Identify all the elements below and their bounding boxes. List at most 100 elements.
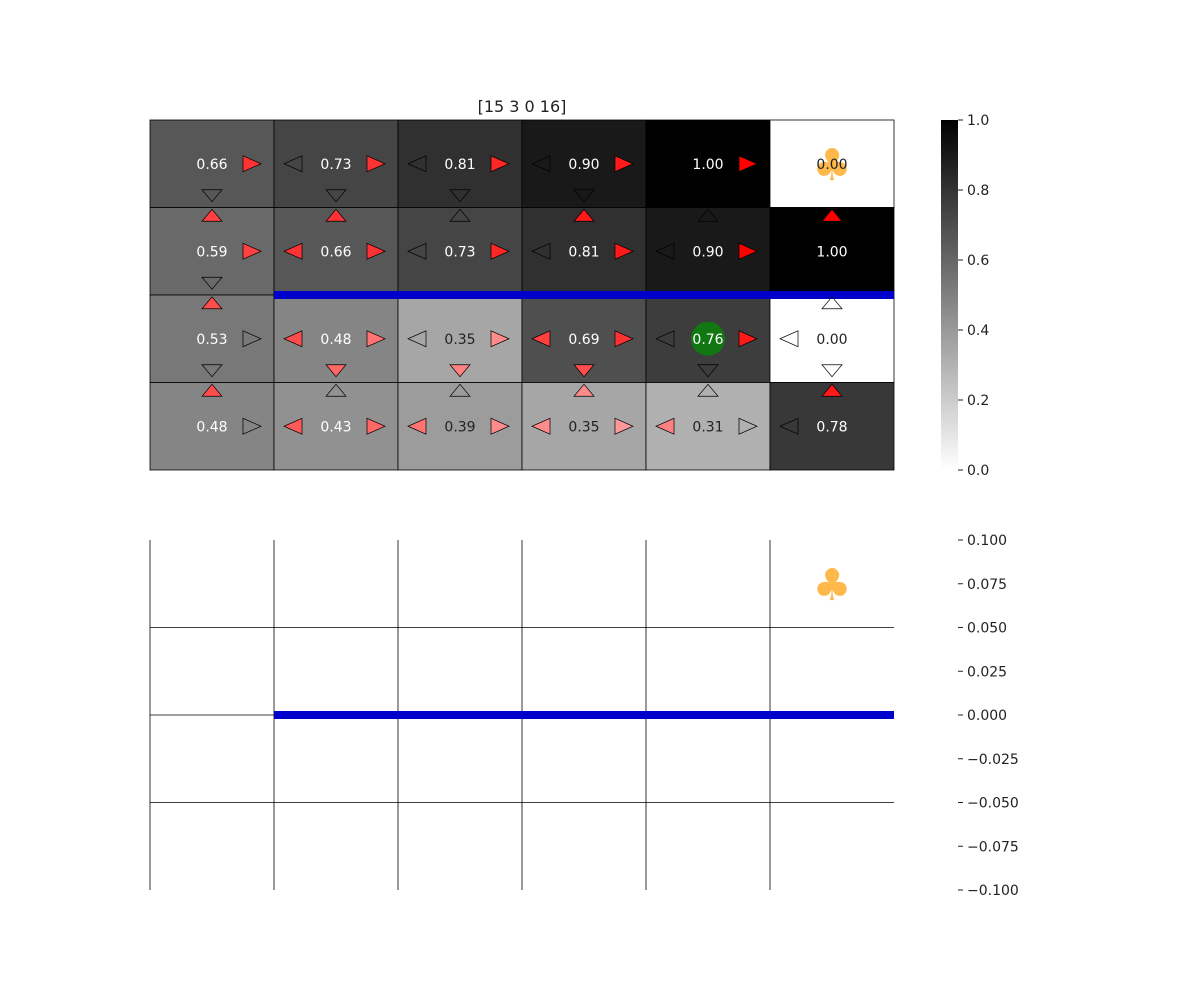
arrow-down-r2-c0: [201, 364, 223, 378]
colorbar-tick-label: −0.025: [967, 752, 1019, 768]
value-label-r3-c2: 0.39: [444, 419, 475, 435]
arrow-left-r3-c1: [283, 417, 303, 435]
colorbar-tick-label: 0.6: [967, 253, 989, 269]
value-label-r2-c1: 0.48: [320, 332, 351, 348]
arrow-right-r0-c1: [366, 155, 386, 173]
arrow-left-r2-c3: [531, 330, 551, 348]
arrow-down-r0-c0: [201, 189, 223, 203]
cell-r2-c0: [149, 294, 275, 383]
colorbar-tick-label: 0.075: [967, 577, 1007, 593]
arrow-right-r2-c4: [738, 330, 758, 348]
arrow-left-r1-c1: [283, 242, 303, 260]
arrow-right-r1-c4: [738, 242, 758, 260]
arrow-up-r3-c5: [821, 383, 843, 397]
colorbar-tick-label: −0.050: [967, 796, 1019, 812]
arrow-down-r2-c1: [325, 364, 347, 378]
value-label-r0-c1: 0.73: [320, 157, 351, 173]
arrow-right-r0-c4: [738, 155, 758, 173]
arrow-right-r1-c1: [366, 242, 386, 260]
arrow-up-r1-c3: [573, 208, 595, 222]
arrow-up-r3-c3: [573, 383, 595, 397]
value-label-r1-c4: 0.90: [692, 244, 723, 260]
colorbar-tick-label: 0.000: [967, 708, 1007, 724]
value-label-r0-c3: 0.90: [568, 157, 599, 173]
value-label-r2-c4: 0.76: [692, 332, 723, 348]
arrow-left-r1-c2: [407, 242, 427, 260]
arrow-up-r2-c5: [821, 296, 843, 310]
colorbar-tick-label: 0.2: [967, 393, 989, 409]
value-label-r2-c0: 0.53: [196, 332, 227, 348]
arrow-left-r2-c1: [283, 330, 303, 348]
top-colorbar: 0.0 0.2 0.4 0.6 0.8 1.0: [941, 113, 989, 479]
arrow-right-r2-c3: [614, 330, 634, 348]
cell-r3-c0: [149, 382, 275, 471]
arrow-up-r1-c4: [697, 208, 719, 222]
cell-r2-c5: [769, 294, 895, 383]
arrow-left-r3-c5: [779, 417, 799, 435]
value-label-r1-c0: 0.59: [196, 244, 227, 260]
arrow-up-r1-c2: [449, 208, 471, 222]
arrow-left-r1-c4: [655, 242, 675, 260]
arrow-down-r2-c4: [697, 364, 719, 378]
cell-r1-c5: [769, 207, 895, 296]
colorbar-bar: [941, 120, 958, 470]
arrow-right-r0-c3: [614, 155, 634, 173]
value-label-r0-c5: 0.00: [816, 157, 847, 173]
value-label-r0-c2: 0.81: [444, 157, 475, 173]
value-label-r3-c1: 0.43: [320, 419, 351, 435]
value-label-r3-c0: 0.48: [196, 419, 227, 435]
colorbar-tick-label: 0.050: [967, 621, 1007, 637]
arrow-right-r3-c2: [490, 417, 510, 435]
value-label-r2-c2: 0.35: [444, 332, 475, 348]
value-label-r0-c0: 0.66: [196, 157, 227, 173]
value-label-r2-c5: 0.00: [816, 332, 847, 348]
arrow-right-r3-c3: [614, 417, 634, 435]
goal-club-icon: ♣: [812, 560, 851, 611]
colorbar-tick-label: 0.8: [967, 183, 989, 199]
cell-r0-c5: [769, 119, 895, 208]
arrow-up-r3-c4: [697, 383, 719, 397]
colorbar-tick-label: 0.4: [967, 323, 989, 339]
colorbar-tick-label: 1.0: [967, 113, 989, 129]
arrow-up-r1-c1: [325, 208, 347, 222]
arrow-left-r2-c2: [407, 330, 427, 348]
arrow-up-r2-c0: [201, 296, 223, 310]
arrow-left-r0-c3: [531, 155, 551, 173]
value-label-r1-c3: 0.81: [568, 244, 599, 260]
arrow-right-r2-c2: [490, 330, 510, 348]
arrow-right-r1-c3: [614, 242, 634, 260]
goal-club-icon: ♣: [812, 140, 851, 191]
chart-title: [15 3 0 16]: [478, 97, 567, 116]
colorbar-tick-label: 0.025: [967, 664, 1007, 680]
colorbar-tick-label: −0.100: [967, 883, 1019, 899]
arrow-down-r2-c3: [573, 364, 595, 378]
arrow-down-r0-c2: [449, 189, 471, 203]
value-label-r3-c3: 0.35: [568, 419, 599, 435]
arrow-down-r0-c3: [573, 189, 595, 203]
colorbar-tick-label: 0.100: [967, 533, 1007, 549]
arrow-left-r0-c1: [283, 155, 303, 173]
value-label-r2-c3: 0.69: [568, 332, 599, 348]
arrow-right-r2-c0: [242, 330, 262, 348]
colorbar-tick-label: 0.0: [967, 463, 989, 479]
arrow-right-r1-c0: [242, 242, 262, 260]
arrow-left-r3-c4: [655, 417, 675, 435]
value-label-r3-c4: 0.31: [692, 419, 723, 435]
colorbar-tick-label: −0.075: [967, 839, 1019, 855]
arrow-up-r1-c5: [821, 208, 843, 222]
arrow-right-r3-c0: [242, 417, 262, 435]
arrow-right-r3-c4: [738, 417, 758, 435]
arrow-left-r3-c3: [531, 417, 551, 435]
arrow-left-r1-c3: [531, 242, 551, 260]
value-label-r3-c5: 0.78: [816, 419, 847, 435]
arrow-up-r3-c1: [325, 383, 347, 397]
agent-marker: [691, 321, 725, 356]
arrow-left-r2-c4: [655, 330, 675, 348]
arrow-right-r0-c2: [490, 155, 510, 173]
arrow-down-r1-c0: [201, 276, 223, 290]
arrow-left-r3-c2: [407, 417, 427, 435]
top-heatmap-panel: ♣ 0.66 0.73 0.81 0.90 1.00 0.00 0.59 0.66 0.73 0.8…: [149, 119, 895, 471]
arrow-up-r1-c0: [201, 208, 223, 222]
